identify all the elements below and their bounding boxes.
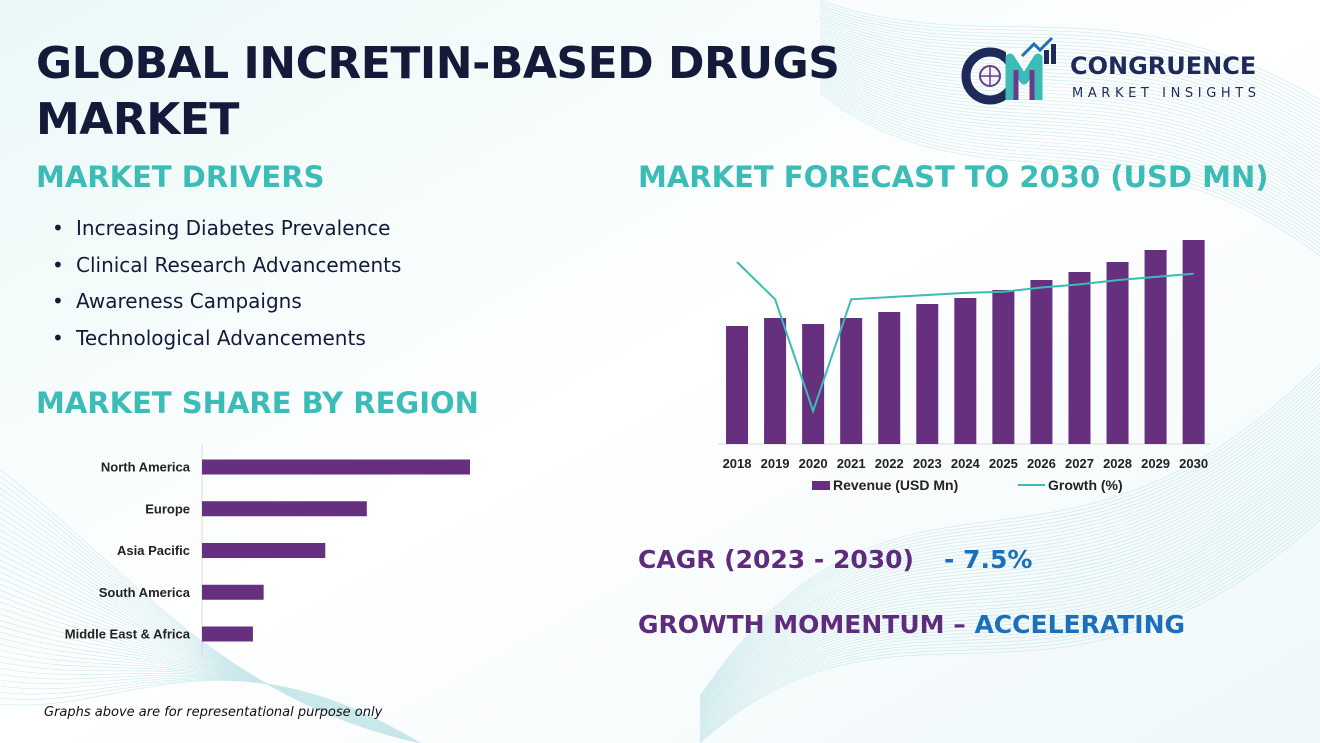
year-tick-label: 2022 xyxy=(875,456,904,471)
drivers-heading: MARKET DRIVERS xyxy=(36,160,325,194)
region-bar xyxy=(202,584,264,600)
region-share-chart: North America Europe Asia Pacific South Ame… xyxy=(65,444,470,656)
driver-label: Awareness Campaigns xyxy=(76,289,302,313)
logo-tagline: MARKET INSIGHTS xyxy=(1072,86,1261,101)
bullet-icon: • xyxy=(52,325,64,350)
bullet-icon: • xyxy=(52,289,64,313)
revenue-bar xyxy=(992,290,1015,444)
driver-label: Technological Advancements xyxy=(76,325,366,350)
momentum-label: GROWTH MOMENTUM – xyxy=(638,610,966,639)
driver-label: Clinical Research Advancements xyxy=(76,252,402,277)
region-label: South America xyxy=(99,585,191,600)
region-label: Middle East & Africa xyxy=(65,627,191,642)
driver-item: • Awareness Campaigns xyxy=(52,283,401,320)
momentum-row: GROWTH MOMENTUM – ACCELERATING xyxy=(638,610,1185,639)
revenue-bar xyxy=(916,304,939,444)
bullet-icon: • xyxy=(52,216,64,240)
revenue-bar xyxy=(954,298,977,444)
year-tick-label: 2025 xyxy=(989,456,1018,471)
logo-wordmark: CONGRUENCE xyxy=(1070,52,1257,80)
company-logo: CONGRUENCE MARKET INSIGHTS xyxy=(960,36,1290,108)
legend-revenue-swatch xyxy=(812,481,830,490)
year-tick-label: 2021 xyxy=(837,456,866,471)
revenue-bar xyxy=(1030,280,1053,444)
revenue-bar xyxy=(726,326,749,444)
year-tick-label: 2023 xyxy=(913,456,942,471)
forecast-heading: MARKET FORECAST TO 2030 (USD MN) xyxy=(638,160,1269,194)
bullet-icon: • xyxy=(52,252,64,277)
driver-item: • Increasing Diabetes Prevalence xyxy=(52,210,401,247)
year-tick-label: 2027 xyxy=(1065,456,1094,471)
year-tick-label: 2020 xyxy=(799,456,828,471)
region-heading: MARKET SHARE BY REGION xyxy=(36,386,479,420)
driver-label: Increasing Diabetes Prevalence xyxy=(76,216,391,240)
footnote: Graphs above are for representational pu… xyxy=(44,705,383,720)
revenue-bar xyxy=(1144,250,1167,444)
region-label: Asia Pacific xyxy=(117,543,190,558)
region-label: Europe xyxy=(145,501,190,516)
growth-line xyxy=(736,261,1194,415)
forecast-chart: 2018 2019 2020 2021 2022 2023 2024 2025 2026 2027… xyxy=(718,240,1211,493)
revenue-bar xyxy=(764,318,787,444)
revenue-bar xyxy=(840,318,863,444)
cagr-label: CAGR (2023 - 2030) xyxy=(638,545,914,574)
logo-monogram-icon xyxy=(961,36,1056,105)
momentum-value: ACCELERATING xyxy=(974,610,1186,639)
year-tick-label: 2030 xyxy=(1179,456,1208,471)
region-bar xyxy=(202,543,326,558)
year-tick-label: 2029 xyxy=(1141,456,1170,471)
year-tick-label: 2019 xyxy=(761,456,790,471)
year-tick-label: 2028 xyxy=(1103,456,1132,471)
cagr-row: CAGR (2023 - 2030) - 7.5% xyxy=(638,545,1032,574)
revenue-bar xyxy=(1068,272,1091,444)
region-label: North America xyxy=(101,460,191,475)
year-tick-label: 2024 xyxy=(951,456,981,471)
legend-growth-label: Growth (%) xyxy=(1048,477,1123,493)
year-tick-label: 2018 xyxy=(723,456,752,471)
driver-item: • Technological Advancements xyxy=(52,320,401,357)
page-title: GLOBAL INCRETIN-BASED DRUGS MARKET xyxy=(36,38,840,145)
region-bar xyxy=(202,501,367,517)
region-bar xyxy=(202,626,253,642)
drivers-list: • Increasing Diabetes Prevalence • Clinica… xyxy=(52,210,401,356)
driver-item: • Clinical Research Advancements xyxy=(52,247,401,284)
legend-revenue-label: Revenue (USD Mn) xyxy=(833,477,958,493)
revenue-bar xyxy=(1182,240,1205,444)
region-bar xyxy=(202,459,470,475)
year-tick-label: 2026 xyxy=(1027,456,1056,471)
cagr-value: - 7.5% xyxy=(943,545,1033,574)
revenue-bar xyxy=(802,324,825,444)
revenue-bar xyxy=(878,312,901,444)
revenue-bar xyxy=(1106,262,1129,444)
